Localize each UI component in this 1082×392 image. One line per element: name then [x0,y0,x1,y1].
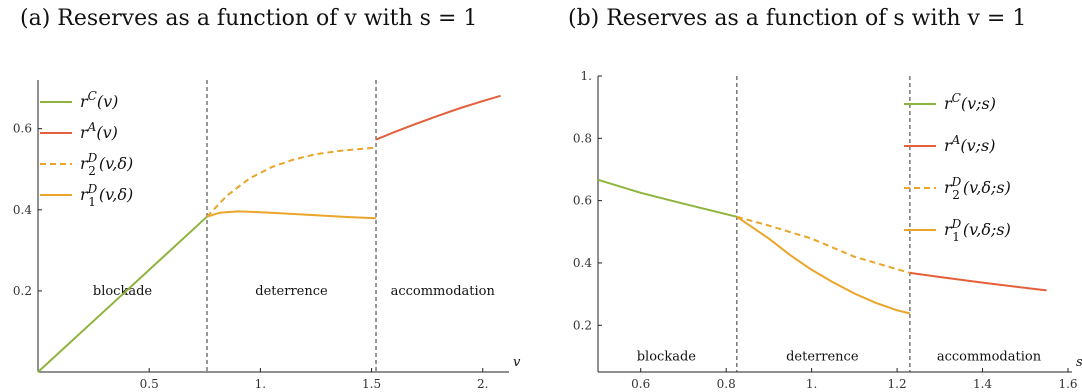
chart-a-y-tick-label: 0.4 [13,203,32,217]
chart-b-x-tick-label: 1.6 [1058,377,1077,391]
chart-b-legend-label: rA(v;s) [944,133,995,155]
chart-b-x-axis-label: s [1076,355,1082,370]
chart-b-y-tick-label: 1. [581,69,592,83]
chart-a-legend-label: rD 2 (v,δ) [80,151,133,178]
chart-a-x-tick-label: 0.5 [140,377,159,391]
chart-a-x-tick-label: 1. [255,377,266,391]
chart-b-y-tick-label: 0.4 [573,256,592,270]
chart-b-x-tick-label: 0.8 [717,377,736,391]
chart-b-y-tick-label: 0.8 [573,131,592,145]
chart-b-x-tick-label: 1.2 [888,377,907,391]
chart-a-region-label: deterrence [255,284,328,299]
chart-a-legend-label: rD 1 (v,δ) [80,182,133,209]
chart-a-title: (a) Reserves as a function of v with s =… [20,6,478,31]
chart-b-series-line [597,178,738,218]
chart-a-series-line [37,215,208,373]
chart-b-legend-label: rD 2 (v,δ;s) [944,175,1011,202]
chart-b-x-tick-label: 1. [806,377,817,391]
chart-a-x-tick-label: 1.5 [362,377,381,391]
chart-b-y-tick-label: 0.2 [573,318,592,332]
chart-b-title: (b) Reserves as a function of s with v =… [568,6,1027,31]
chart-b-region-label: blockade [637,349,697,364]
chart-b-region-label: deterrence [786,349,859,364]
chart-b-legend-label: rD 1 (v,δ;s) [944,217,1011,244]
chart-b-series-line [909,271,1047,292]
chart-a-x-axis-label: v [513,355,521,370]
chart-b-y-tick-label: 0.6 [573,194,592,208]
chart-a-legend-label: rA(v) [80,120,118,142]
chart-a-y-tick-label: 0.2 [13,284,32,298]
chart-b-x-tick-label: 0.6 [631,377,650,391]
chart-b-series-line [736,215,911,315]
chart-a-y-tick-label: 0.6 [13,122,32,136]
chart-a-series-line [206,146,377,218]
chart-b-region-label: accommodation [937,349,1042,364]
chart-b-series-line [736,215,911,274]
chart-a-series-line [206,210,377,220]
chart-b-x-tick-label: 1.4 [973,377,992,391]
chart-a-series-line [375,94,501,141]
chart-a-region-label: accommodation [391,284,496,299]
chart-a-x-tick-label: 2. [477,377,488,391]
chart-a-legend-label: rC(v) [80,89,118,111]
chart-a-region-label: blockade [93,284,153,299]
chart-b-legend-label: rC(v;s) [944,91,996,113]
